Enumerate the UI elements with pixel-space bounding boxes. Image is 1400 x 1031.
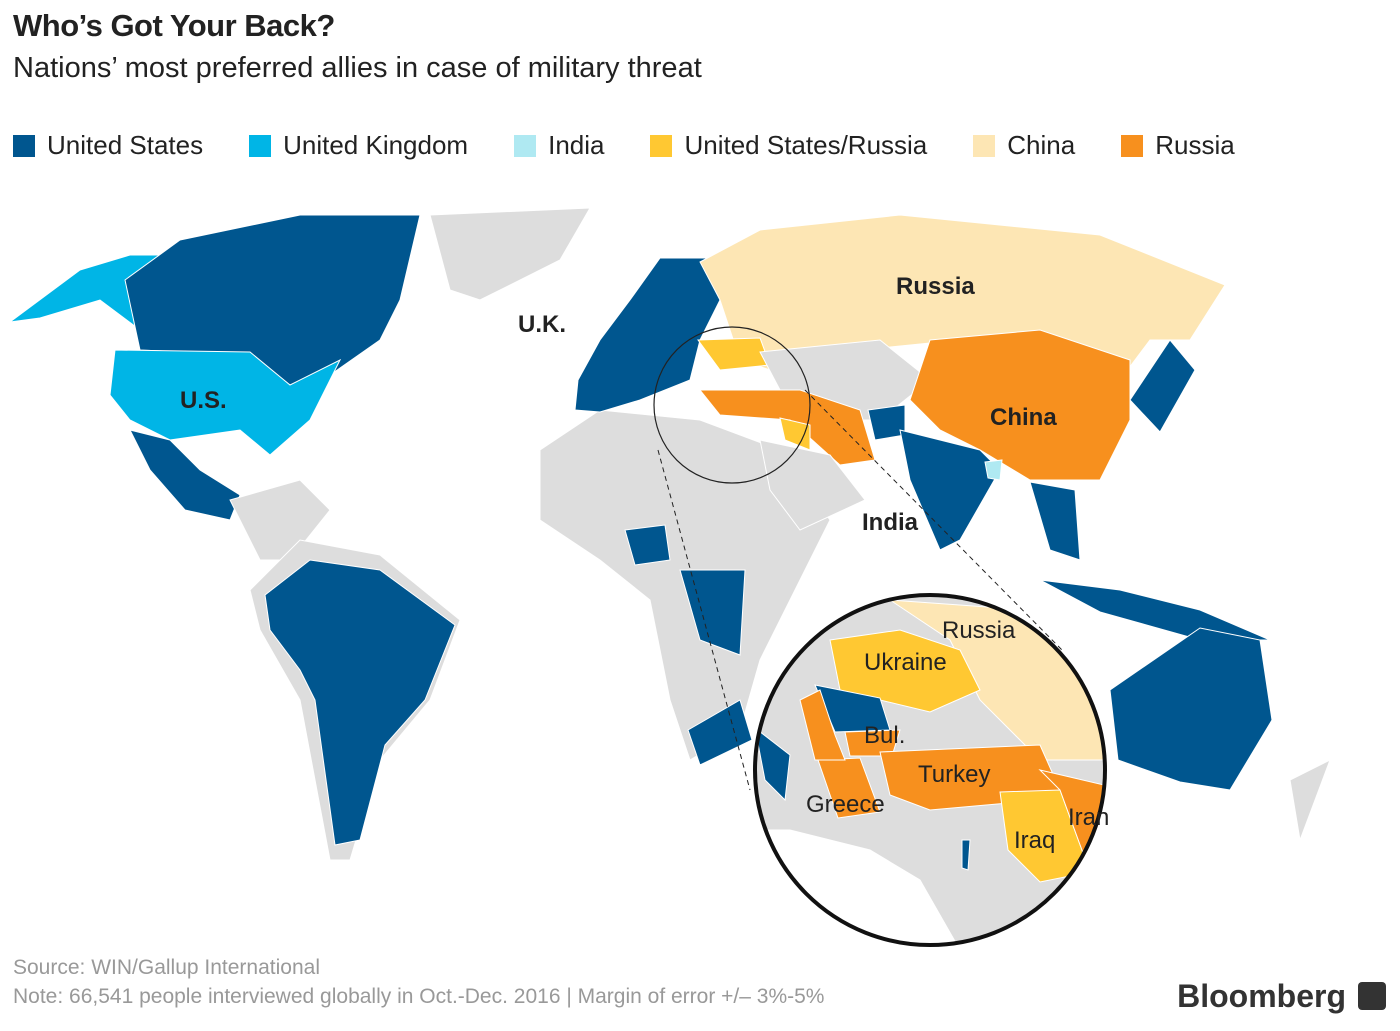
nigeria [624,524,671,566]
legend-swatch [973,134,996,157]
legend-swatch [13,134,35,157]
afghanistan [867,404,906,441]
inset-label-ukraine: Ukraine [864,649,947,676]
inset-label-russia: Russia [942,617,1016,644]
inset-greece [817,757,881,819]
main-map [8,207,1331,861]
australia [1109,627,1273,791]
bloomberg-chart-icon [1358,982,1386,1010]
label-russia: Russia [896,273,975,300]
ukraine [697,337,771,371]
legend-label: United States [47,130,204,160]
zoom-circle-large [753,593,1107,947]
chart-subtitle: Nations’ most preferred allies in case o… [13,52,702,84]
label-uk: U.K. [518,311,566,338]
legend-swatch [514,134,537,157]
legend-label: Russia [1155,130,1235,160]
inset-label-bulgaria: Bul. [864,722,905,749]
south-africa [687,699,753,766]
legend-label: India [548,130,605,160]
greenland [429,207,591,301]
inset-label-turkey: Turkey [918,761,990,788]
inset-label-greece: Greece [806,791,885,818]
legend-item-us: United States [13,130,203,161]
zoom-circle-small [653,326,811,484]
legend-swatch [650,134,673,157]
chart-title: Who’s Got Your Back? [13,8,335,43]
inset-balkans [799,689,846,761]
connector-line [804,389,1063,651]
southeast-asia [1029,481,1081,561]
arabia [759,439,866,531]
inset-israel [961,839,971,871]
legend-item-russia: Russia [1121,130,1235,161]
legend-label: United States/Russia [684,130,928,160]
india [899,429,1001,551]
iraq [779,417,811,451]
inset-label-iran: Iran [1068,804,1109,831]
mexico [129,429,241,521]
connector-line [657,449,751,791]
label-us: U.S. [180,387,227,414]
legend-label: China [1007,130,1076,160]
china [909,329,1131,481]
legend-swatch [249,134,272,157]
united-states [109,349,342,456]
europe [574,257,721,413]
bangladesh [984,459,1003,481]
inset-map [755,595,1105,945]
inset-label-iraq: Iraq [1014,827,1055,854]
south-america-us [264,559,456,846]
japan [1129,339,1196,433]
legend-item-us-russia: United States/Russia [650,130,927,161]
source-note: Source: WIN/Gallup International [13,956,320,979]
legend-item-china: China [973,130,1075,161]
inset-italy [755,726,791,802]
legend-item-india: India [514,130,604,161]
new-zealand [1289,758,1331,842]
legend-item-uk: United Kingdom [249,130,468,161]
indonesia [1039,579,1271,641]
label-india: India [862,509,919,536]
legend-label: United Kingdom [283,130,469,160]
methodology-note: Note: 66,541 people interviewed globally… [13,985,825,1008]
inset-iraq [999,789,1091,883]
turkey-middle-east [698,389,876,466]
bloomberg-logo: Bloomberg [1177,978,1346,1014]
label-china: China [990,404,1057,431]
central-america [229,479,331,561]
legend-swatch [1121,134,1144,157]
legend: United States United Kingdom India Unite… [13,130,1281,161]
